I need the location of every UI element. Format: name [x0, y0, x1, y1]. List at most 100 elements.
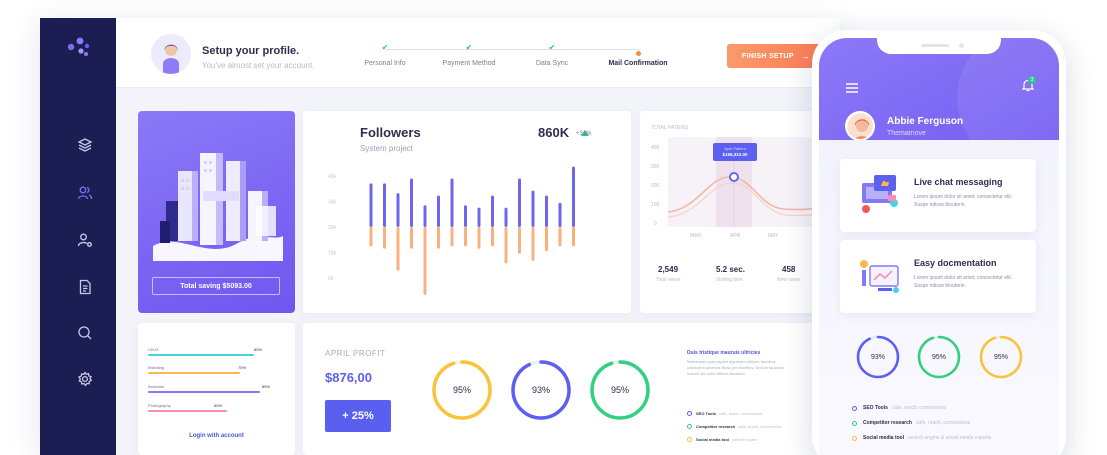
- y-tick-label: 20k: [328, 225, 337, 231]
- skill-percent: 70%: [238, 365, 247, 370]
- step-mail-confirmation[interactable]: Mail Confirmation: [598, 43, 678, 67]
- progress-ring: 95%: [430, 358, 494, 422]
- legend-dot-icon: [687, 437, 692, 442]
- users-icon[interactable]: [76, 184, 94, 202]
- ring-label: 93%: [531, 385, 550, 395]
- patients-x-tick: MAY: [768, 233, 779, 239]
- stat-visiting-time-value: 5.2 sec.: [716, 265, 745, 274]
- legend-item: Social media tool search engine: [687, 437, 757, 442]
- easy-documentation-card[interactable]: Easy docmentation Lorem ipsum dolor sit …: [840, 240, 1036, 313]
- ring-label: 95%: [452, 385, 471, 395]
- ring-label: 95%: [931, 353, 946, 361]
- followers-count: 860K: [538, 125, 570, 140]
- skill-bar: [148, 391, 261, 393]
- description-text: Malesuada quis sapien dignissim ultrices…: [687, 359, 784, 376]
- bar-upper: [383, 183, 386, 227]
- stat-visiting-time-label: Visiting time: [716, 277, 743, 283]
- followers-subtitle: System project: [360, 144, 413, 153]
- bar-lower: [423, 227, 427, 295]
- layers-icon[interactable]: [76, 136, 94, 154]
- skill-label: Photography: [148, 403, 171, 408]
- live-chat-card[interactable]: Live chat messaging Lorem ipsum dolor si…: [840, 159, 1036, 232]
- user-subtitle: Themamove: [887, 130, 926, 137]
- patients-y-tick: 300: [651, 164, 660, 170]
- bar-lower: [464, 227, 467, 247]
- step-label: Payment Method: [442, 60, 496, 67]
- user-avatar[interactable]: [845, 111, 875, 141]
- bar-lower: [531, 227, 535, 261]
- step-data-sync[interactable]: ✔ Data Sync: [512, 43, 592, 67]
- profit-change-button[interactable]: + 25%: [325, 400, 391, 432]
- skill-percent: 85%: [262, 384, 271, 389]
- login-with-account-link[interactable]: Login with account: [189, 433, 244, 439]
- finish-setup-label: FINISH SETUP: [741, 52, 794, 60]
- legend-item: SEO Tools cafe, reach, conversions: [687, 411, 762, 416]
- bar-upper: [518, 178, 521, 227]
- progress-ring: 93%: [509, 358, 573, 422]
- stat-total-views-value: 2,549: [658, 265, 679, 274]
- trend-up-icon: [581, 123, 589, 141]
- skills-card: UI/UX 80% Branding 70% Illustrator 85% P…: [138, 323, 295, 455]
- finish-setup-button[interactable]: FINISH SETUP →: [727, 44, 825, 68]
- menu-icon[interactable]: [846, 80, 858, 98]
- check-icon: ✔: [465, 43, 473, 52]
- bar-upper: [369, 183, 373, 227]
- patients-y-tick: 100: [651, 202, 660, 208]
- legend-dot-icon: [687, 424, 692, 429]
- ring-label: 95%: [610, 385, 629, 395]
- bar-lower: [518, 227, 521, 254]
- bar-upper: [504, 207, 508, 227]
- bar-upper: [464, 205, 467, 227]
- bar-upper: [437, 195, 440, 227]
- bar-upper: [491, 195, 494, 227]
- skill-percent: 80%: [254, 347, 263, 352]
- legend-dot-icon: [852, 420, 857, 426]
- card-description: Lorem ipsum dolor sit amet, consectetur …: [914, 275, 1013, 289]
- stat-new-users-value: 458: [782, 265, 796, 274]
- legend-dot-icon: [852, 405, 857, 411]
- patients-tooltip: April Patient $156,323.00: [713, 143, 757, 161]
- total-saving-card: Total saving $5093.00: [138, 111, 295, 313]
- city-illustration: [153, 153, 283, 261]
- legend-item: Social media tool search engine & social …: [852, 435, 991, 441]
- total-saving-label: Total saving $5093.00: [180, 282, 252, 290]
- tooltip-label: April Patient: [724, 146, 746, 151]
- bar-upper: [572, 166, 575, 227]
- total-saving-button[interactable]: Total saving $5093.00: [152, 277, 280, 295]
- bar-upper: [410, 178, 413, 227]
- bar-lower: [450, 227, 454, 247]
- y-tick-label: 30k: [328, 200, 337, 206]
- progress-ring: 93%: [855, 334, 901, 380]
- april-profit-value: $876,00: [325, 370, 372, 385]
- skill-label: Illustrator: [148, 384, 165, 389]
- patients-card: TOTAL PATIENS 400 300 200 100 0 April Pa…: [640, 111, 840, 313]
- top-bar: Setup your profile. You've almost set yo…: [116, 18, 840, 88]
- sidebar: [40, 18, 116, 455]
- legend-item: Competitor research cafe, reach, conversi…: [687, 424, 781, 429]
- bar-lower: [545, 227, 548, 252]
- page-subtitle: You've almost set your account.: [202, 61, 315, 70]
- notification-badge: 3: [1028, 76, 1036, 84]
- bar-lower: [572, 227, 575, 247]
- step-payment-method[interactable]: ✔ Payment Method: [429, 43, 509, 67]
- step-personal-info[interactable]: ✔ Personal Info: [345, 43, 425, 67]
- logo-icon[interactable]: [66, 36, 90, 63]
- skill-bar: [148, 372, 241, 374]
- page-title: Setup your profile.: [202, 45, 300, 57]
- bar-upper: [450, 178, 454, 227]
- skill-bar: [148, 354, 254, 356]
- bar-lower: [491, 227, 494, 247]
- followers-change: +31%: [576, 131, 592, 137]
- y-tick-label: 0k: [328, 276, 334, 282]
- bar-lower: [396, 227, 400, 271]
- settings-icon[interactable]: [76, 370, 94, 388]
- patients-x-tick: MAR: [690, 233, 702, 239]
- chat-icon[interactable]: [76, 324, 94, 342]
- progress-ring: 95%: [978, 334, 1024, 380]
- stat-new-users-label: New users: [777, 277, 801, 283]
- document-icon[interactable]: [76, 278, 94, 296]
- skill-percent: 60%: [214, 403, 223, 408]
- skill-label: Branding: [148, 365, 165, 370]
- arrow-right-icon: →: [800, 51, 811, 61]
- user-settings-icon[interactable]: [76, 231, 94, 249]
